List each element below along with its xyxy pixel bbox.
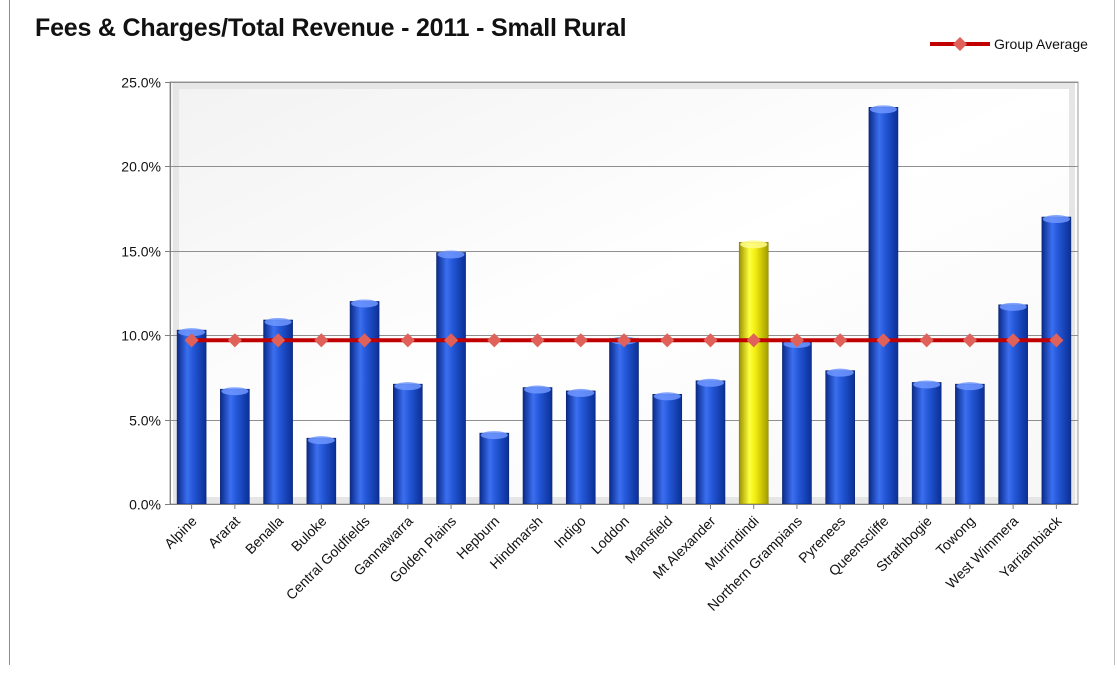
bar-cap xyxy=(913,380,940,388)
bar-cap xyxy=(308,436,335,444)
y-tick-label: 15.0% xyxy=(121,244,161,260)
y-tick-label: 10.0% xyxy=(121,328,161,344)
bar-body xyxy=(653,394,682,504)
bar-cap xyxy=(1000,303,1027,311)
y-tick-label: 25.0% xyxy=(121,75,161,91)
bar xyxy=(999,303,1028,504)
bar-cap xyxy=(827,369,854,377)
bar xyxy=(955,382,984,504)
bar-body xyxy=(610,339,639,504)
bar-body xyxy=(437,252,466,504)
bar-body xyxy=(393,384,422,504)
bar xyxy=(696,379,725,504)
bar xyxy=(782,340,811,504)
bar-cap xyxy=(956,382,983,390)
bar xyxy=(480,431,509,504)
bar-body xyxy=(220,389,249,504)
bar xyxy=(869,105,898,504)
bar-cap xyxy=(394,382,421,390)
bar-cap xyxy=(654,392,681,400)
bar xyxy=(220,387,249,504)
bar-cap xyxy=(740,240,767,248)
bar-cap xyxy=(438,250,465,258)
bar-body xyxy=(782,342,811,504)
y-axis: 0.0% 5.0% 10.0% 15.0% 20.0% 25.0% xyxy=(121,75,170,513)
bar-body xyxy=(264,320,293,504)
bar xyxy=(739,240,768,504)
bar xyxy=(393,382,422,504)
bar-body xyxy=(480,433,509,504)
bar-cap xyxy=(697,379,724,387)
bar xyxy=(437,250,466,504)
bar-body xyxy=(566,391,595,504)
bar-body xyxy=(739,242,768,504)
y-tick-label: 20.0% xyxy=(121,159,161,175)
x-tick-label: Alpine xyxy=(161,513,200,552)
y-tick-label: 0.0% xyxy=(129,497,161,513)
y-tick-label: 5.0% xyxy=(129,413,161,429)
x-tick-label: Ararat xyxy=(205,513,243,551)
bar-body xyxy=(826,371,855,504)
bar xyxy=(566,389,595,504)
x-tick-label: Benalla xyxy=(242,513,286,557)
x-tick-label: Indigo xyxy=(551,513,589,551)
x-axis: Alpine AraratBenalla BulokeCentral Goldfie… xyxy=(161,504,1078,614)
bar-cap xyxy=(351,299,378,307)
bar-cap xyxy=(1043,215,1070,223)
bar xyxy=(912,380,941,504)
bar xyxy=(610,337,639,504)
bar xyxy=(177,328,206,504)
bar-body xyxy=(1042,217,1071,504)
bar-cap xyxy=(221,387,248,395)
bar-body xyxy=(696,381,725,504)
bar-cap xyxy=(265,318,292,326)
bar-body xyxy=(177,330,206,504)
bar xyxy=(653,392,682,504)
bar xyxy=(523,386,552,504)
bar-cap xyxy=(567,389,594,397)
bar xyxy=(826,369,855,504)
bar-body xyxy=(869,107,898,504)
bar-body xyxy=(912,382,941,504)
x-tick-label: Buloke xyxy=(288,513,330,555)
bar-body xyxy=(955,384,984,504)
bar-cap xyxy=(524,386,551,394)
bar xyxy=(307,436,336,504)
bar-cap xyxy=(870,105,897,113)
bar-body xyxy=(307,438,336,504)
bar-body xyxy=(350,301,379,504)
bar-cap xyxy=(481,431,508,439)
bar xyxy=(1042,215,1071,504)
bar xyxy=(350,299,379,504)
bar-body xyxy=(523,388,552,504)
